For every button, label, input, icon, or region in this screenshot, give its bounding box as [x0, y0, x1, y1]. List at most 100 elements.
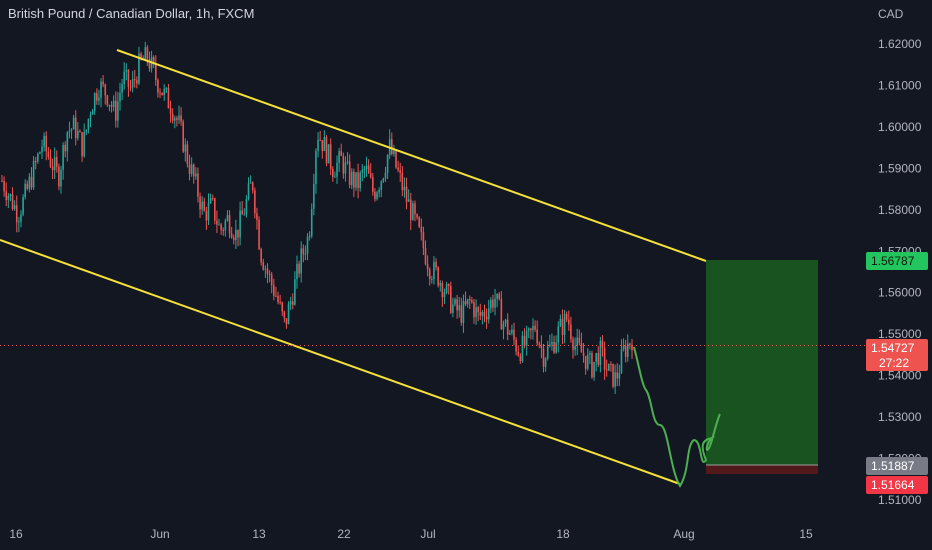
countdown-label: 27:22 [879, 356, 909, 370]
candle-body [47, 151, 50, 157]
candle-body [372, 177, 374, 192]
candle-body [580, 342, 583, 353]
candle-body [182, 121, 185, 152]
x-tick-label: 16 [9, 527, 23, 541]
candle-body [171, 113, 174, 121]
candle-body [87, 119, 90, 130]
candle-body [114, 100, 117, 121]
candle-body [601, 340, 604, 348]
candle-body [555, 342, 557, 353]
candle-body [140, 53, 142, 59]
candle-body [83, 132, 85, 157]
candle-body [426, 263, 429, 270]
candle-body [399, 170, 402, 173]
candle-body [401, 172, 404, 191]
candle-body [201, 201, 203, 210]
candle-body [260, 249, 262, 263]
candle-body [89, 114, 92, 120]
candle-body [85, 129, 88, 133]
candle-body [321, 140, 324, 151]
candle-body [355, 172, 357, 188]
candle-body [437, 267, 439, 286]
candle-body [294, 279, 296, 305]
candle-body [15, 205, 18, 223]
candle-body [245, 199, 248, 215]
candle-body [28, 176, 31, 189]
candle-body [344, 162, 347, 174]
candle-body [614, 372, 616, 387]
candle-body [30, 176, 33, 188]
candle-body [340, 151, 343, 156]
candle-body [393, 150, 395, 155]
candle-body [508, 332, 511, 335]
candle-body [384, 172, 387, 179]
candle-body [62, 144, 64, 170]
candle-body [502, 323, 505, 330]
candle-body [405, 186, 408, 202]
candle-body [287, 304, 290, 325]
candle-body [412, 203, 414, 221]
candle-body [146, 47, 149, 60]
candle-body [228, 215, 231, 234]
candle-body [281, 302, 284, 312]
entry-price-label-bg [866, 457, 928, 475]
y-tick-label: 1.59000 [878, 161, 922, 175]
candle-body [521, 335, 524, 362]
candle-body [540, 344, 543, 349]
candle-body [570, 324, 572, 340]
stop-price-label: 1.51664 [871, 478, 915, 492]
candle-body [308, 235, 311, 237]
candle-body [608, 363, 610, 371]
x-tick-label: 18 [556, 527, 570, 541]
candle-body [494, 298, 496, 308]
y-tick-label: 1.51000 [878, 493, 922, 507]
candle-body [121, 84, 123, 93]
candle-body [110, 104, 113, 107]
candle-body [445, 284, 448, 293]
candle-body [148, 59, 151, 69]
candle-body [374, 191, 376, 200]
candle-body [325, 137, 328, 164]
candle-body [549, 344, 551, 347]
candle-body [424, 248, 427, 264]
x-tick-label: Aug [673, 527, 694, 541]
candle-body [22, 197, 24, 215]
candle-body [462, 301, 465, 323]
candle-body [559, 318, 562, 327]
candle-body [93, 93, 96, 111]
candle-body [266, 268, 269, 274]
candle-body [338, 151, 340, 163]
candle-body [197, 173, 199, 197]
candle-body [610, 363, 612, 365]
candle-body [203, 201, 206, 211]
candle-body [13, 205, 16, 210]
x-tick-label: Jul [420, 527, 435, 541]
candle-body [98, 97, 100, 101]
candle-body [279, 302, 281, 304]
candle-body [125, 69, 128, 72]
candle-body [18, 221, 20, 223]
y-tick-label: 1.55000 [878, 327, 922, 341]
candle-body [317, 139, 319, 151]
candle-body [264, 268, 267, 270]
candle-body [336, 162, 338, 177]
x-tick-label: Jun [150, 527, 169, 541]
candle-body [350, 171, 353, 186]
target-zone [706, 260, 818, 465]
candle-body [527, 328, 530, 331]
candle-body [504, 319, 507, 324]
candle-body [235, 229, 237, 240]
candle-body [283, 311, 286, 319]
candle-body [443, 292, 446, 298]
candle-body [258, 219, 260, 250]
candle-body [64, 144, 67, 152]
candle-body [214, 198, 216, 221]
candle-body [49, 156, 52, 167]
candle-body [159, 92, 161, 94]
candle-body [466, 299, 469, 305]
candle-body [74, 117, 77, 139]
candle-body [108, 104, 111, 106]
candle-body [41, 146, 43, 153]
candle-body [561, 318, 564, 336]
